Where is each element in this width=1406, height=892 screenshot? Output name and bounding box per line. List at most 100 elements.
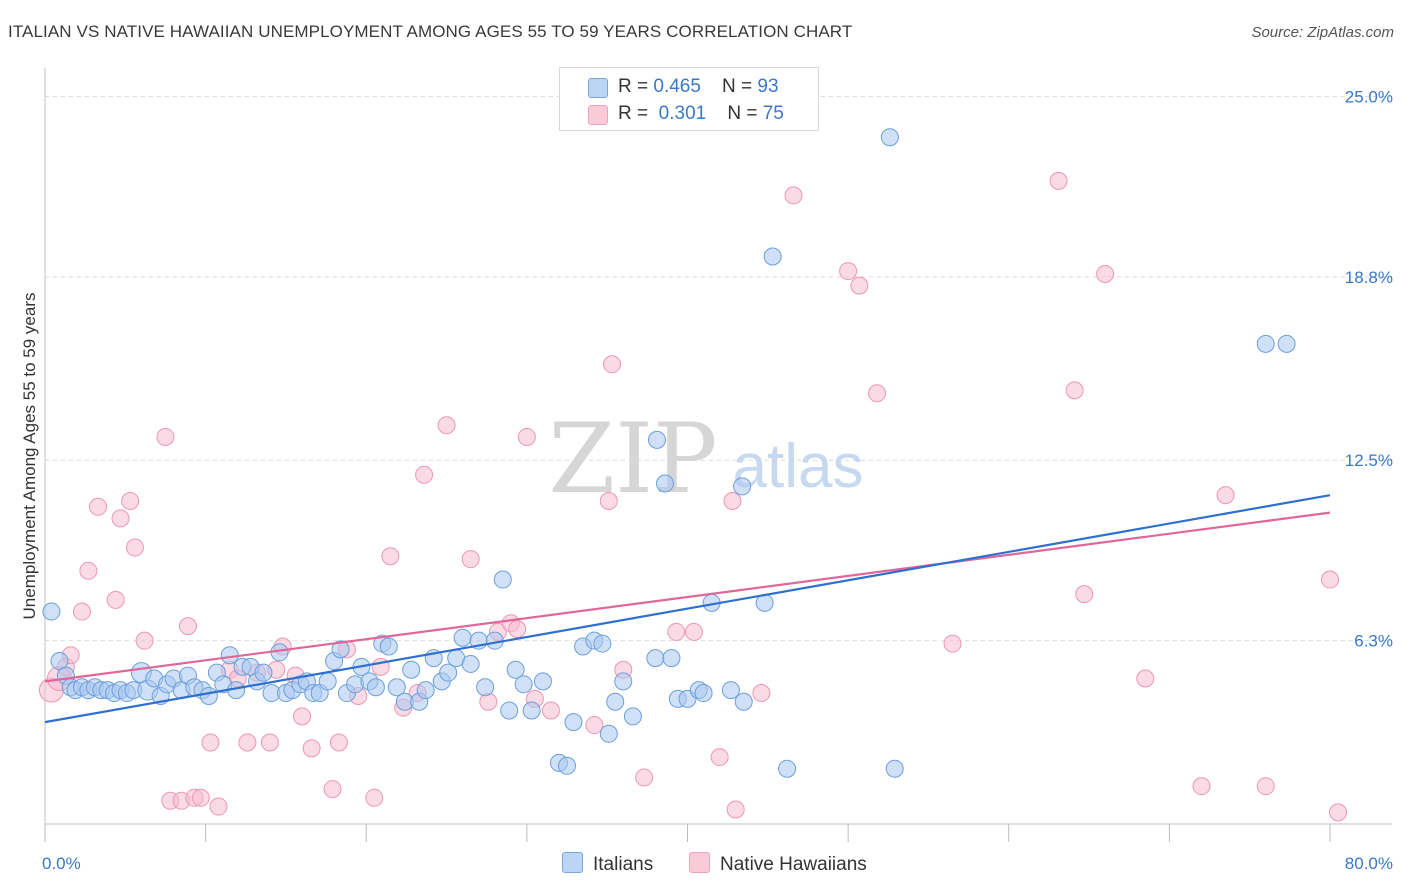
hawaiians-point [89,497,108,516]
hawaiians-point [1096,264,1115,283]
italians-point [254,663,273,682]
hawaiians-point [79,561,98,580]
italians-point [476,678,495,697]
hawaiians-point [238,733,257,752]
y-axis-label: Unemployment Among Ages 55 to 59 years [20,292,39,620]
italians-point [1256,334,1275,353]
italians-point [734,692,753,711]
hawaiians-point [125,538,144,557]
italians-r-value: 0.465 [653,76,701,97]
italians-point [721,681,740,700]
hawaiians-trend-line [44,511,1331,683]
hawaiians-point [541,701,560,720]
hawaiians-point [191,788,210,807]
italians-point [614,672,633,691]
correlation-legend: R = 0.465 N = 93 R = 0.301 N = 75 [559,67,819,131]
italians-point [379,637,398,656]
italians-point [593,634,612,653]
hawaiians-point [121,491,140,510]
hawaiians-point [1321,570,1339,589]
hawaiians-point [437,416,456,435]
hawaiians-point [839,262,858,281]
italians-point [366,678,385,697]
italians-point [599,724,618,743]
hawaiians-point [106,590,125,609]
hawaiians-point [201,733,220,752]
italians-point [646,649,665,668]
italians-point [880,128,899,147]
italians-n-label: N = [722,76,758,97]
hawaiians-point [585,716,604,735]
italians-point [439,663,458,682]
hawaiians-point [260,733,279,752]
hawaiians-point [1049,171,1068,190]
hawaiians-point [209,797,228,816]
italians-point [387,678,406,697]
italians-point [199,686,218,705]
source-label: Source: ZipAtlas.com [1251,24,1394,41]
y-tick-label: 12.5% [1345,451,1393,470]
italians-legend-swatch [562,852,583,873]
italians-trend-line [44,494,1331,724]
hawaiians-point [135,631,154,650]
italians-point [647,430,666,449]
hawaiians-point [323,780,342,799]
hawaiians-point [599,491,618,510]
hawaiians-point [726,800,745,819]
hawaiians-legend-label: Native Hawaiians [720,854,867,875]
hawaiians-point [178,617,197,636]
hawaiians-point [1065,381,1084,400]
y-tick-labels: 25.0% 18.8% 12.5% 6.3% [1345,87,1393,650]
italians-point [331,640,350,659]
hawaiians-point [365,788,384,807]
grid-layer [45,95,1392,642]
italians-point [533,672,552,691]
bottom-legend-hawaiians: Native Hawaiians [689,852,867,876]
x-tick-labels: 0.0% 80.0% [42,854,1393,873]
hawaiians-point [111,509,130,528]
hawaiians-point [1192,777,1211,796]
hawaiians-point [1329,803,1348,822]
italians-n-value: 93 [757,76,779,97]
bottom-legend-italians: Italians [562,852,653,876]
hawaiians-point [381,547,400,566]
italians-point [662,649,681,668]
chart-title: ITALIAN VS NATIVE HAWAIIAN UNEMPLOYMENT … [8,22,853,41]
italians-point [318,672,337,691]
italians-point [42,602,61,621]
italians-point [558,756,577,775]
italians-point [1277,334,1296,353]
italians-points [42,128,1296,778]
watermark: ZIP atlas [548,403,863,515]
italians-point [564,713,583,732]
hawaiians-legend-swatch [689,852,710,873]
italians-point [885,759,904,778]
y-tick-label: 25.0% [1345,87,1393,106]
hawaiians-point [667,622,686,641]
axis-layer [44,68,1392,842]
italians-legend-label: Italians [593,854,654,875]
italians-point [493,570,512,589]
hawaiians-point [684,622,703,641]
hawaiians-swatch [588,105,608,125]
italians-point [500,701,519,720]
hawaiians-point [1256,777,1275,796]
italians-point [733,477,752,496]
hawaiians-point [723,491,742,510]
hawaiians-point [752,684,771,703]
hawaiians-point [293,707,311,726]
hawaiians-point [635,768,654,787]
italians-point [623,707,642,726]
italians-point [694,684,713,703]
trend-lines [44,494,1331,724]
hawaiians-point [1216,486,1235,505]
italians-point [763,247,782,266]
hawaiians-r-value: 0.301 [658,103,707,124]
italians-point [778,759,797,778]
italians-swatch [588,78,608,98]
hawaiians-point [302,739,321,758]
hawaiians-n-label: N = [727,103,763,124]
hawaiians-point [868,384,887,403]
hawaiians-point [72,602,91,621]
